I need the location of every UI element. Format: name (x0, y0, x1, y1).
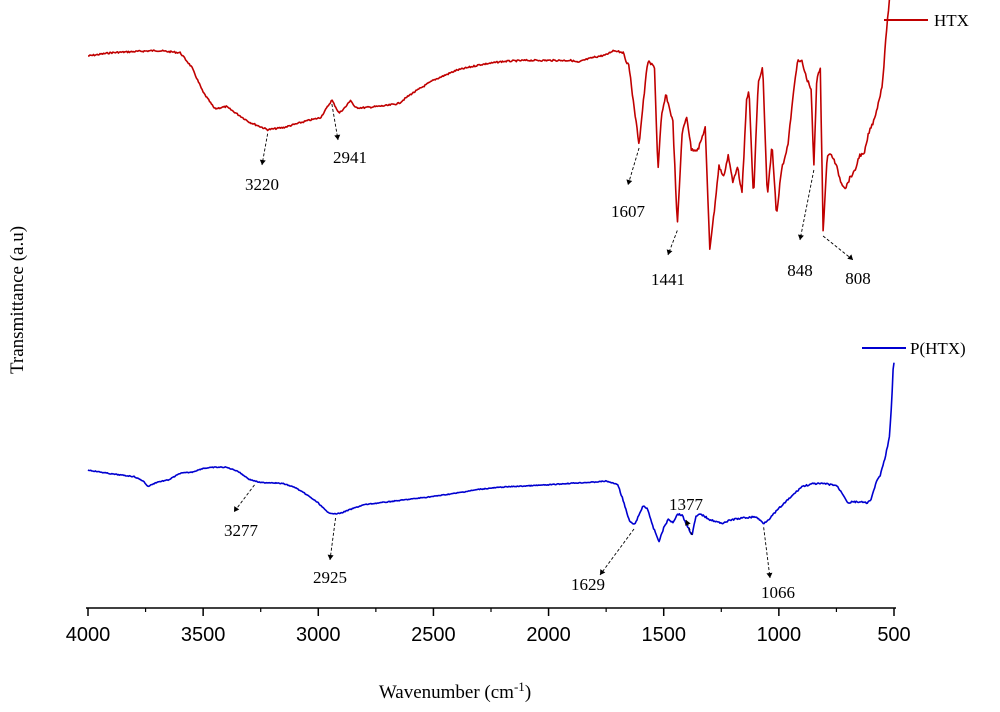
annotation-arrowhead-1607 (626, 179, 633, 185)
legend-label-0: HTX (934, 11, 969, 30)
peak-annotation-1607: 1607 (611, 147, 646, 221)
peak-annotation-3277: 3277 (224, 484, 259, 540)
annotation-label-1441: 1441 (651, 270, 685, 289)
x-axis-title: Wavenumber (cm-1) (379, 679, 531, 704)
annotation-leader-808 (822, 235, 854, 261)
annotation-leader-1066 (763, 527, 771, 579)
x-tick-label-3500: 3500 (181, 624, 226, 646)
annotation-leader-2925 (329, 517, 337, 561)
x-axis: 4000 3500 3000 2500 2000 1500 1000 500 (66, 607, 911, 646)
annotation-arrowhead-1066 (766, 572, 773, 578)
annotation-arrowhead-2925 (327, 554, 334, 560)
x-tick-label-1500: 1500 (641, 624, 686, 646)
annotation-arrowhead-848 (797, 234, 804, 240)
peak-annotation-3220: 3220 (245, 133, 279, 194)
x-tick-label-1000: 1000 (757, 624, 802, 646)
x-axis-title-end: ) (525, 682, 531, 703)
annotation-arrowhead-1629 (600, 569, 606, 575)
peak-annotation-808: 808 (822, 235, 871, 288)
annotation-label-2925: 2925 (313, 568, 347, 587)
series-layer (87, 0, 895, 543)
legend: HTX P(HTX) (862, 11, 969, 358)
peak-annotation-848: 848 (787, 169, 815, 280)
annotation-leader-1629 (599, 528, 635, 576)
annotation-label-3277: 3277 (224, 521, 259, 540)
annotation-leader-3277 (233, 484, 255, 513)
annotation-label-1607: 1607 (611, 202, 646, 221)
annotation-label-2941: 2941 (333, 148, 367, 167)
annotation-arrowhead-2941 (334, 134, 341, 140)
x-axis-title-sup: -1 (514, 679, 525, 694)
peak-annotation-2941: 2941 (331, 103, 367, 167)
annotation-arrowhead-808 (847, 254, 853, 260)
series-line-phtx (87, 362, 895, 543)
annotation-label-808: 808 (845, 269, 871, 288)
annotation-arrowhead-1441 (666, 249, 673, 255)
annotation-label-1629: 1629 (571, 575, 605, 594)
annotation-leader-3220 (261, 133, 269, 166)
annotation-layer: 3220 2941 1607 1441 848 808 3277 2925 1629 1377 10… (224, 103, 871, 602)
x-tick-label-3000: 3000 (296, 624, 341, 646)
x-tick-label-2500: 2500 (411, 624, 456, 646)
annotation-label-848: 848 (787, 261, 813, 280)
annotation-arrowhead-1377 (685, 520, 691, 526)
annotation-label-3220: 3220 (245, 175, 279, 194)
annotation-leader-2941 (331, 103, 339, 141)
annotation-arrowhead-3220 (259, 159, 266, 165)
peak-annotation-1066: 1066 (761, 527, 795, 602)
x-tick-label-2000: 2000 (526, 624, 571, 646)
x-tick-label-4000: 4000 (66, 624, 111, 646)
x-tick-label-500: 500 (877, 624, 910, 646)
annotation-label-1377: 1377 (669, 495, 704, 514)
annotation-leader-1377 (685, 519, 693, 536)
peak-annotation-2925: 2925 (313, 517, 347, 587)
annotation-arrowhead-3277 (234, 506, 240, 512)
legend-label-1: P(HTX) (910, 339, 966, 358)
x-axis-title-main: Wavenumber (cm (379, 682, 514, 703)
annotation-leader-848 (799, 169, 815, 241)
y-axis-title: Transmittance (a.u) (7, 226, 28, 374)
series-line-htx (88, 0, 891, 250)
peak-annotation-1441: 1441 (651, 230, 685, 289)
annotation-label-1066: 1066 (761, 583, 795, 602)
peak-annotation-1377: 1377 (669, 495, 704, 536)
annotation-leader-1607 (627, 147, 640, 186)
peak-annotation-1629: 1629 (571, 528, 635, 594)
